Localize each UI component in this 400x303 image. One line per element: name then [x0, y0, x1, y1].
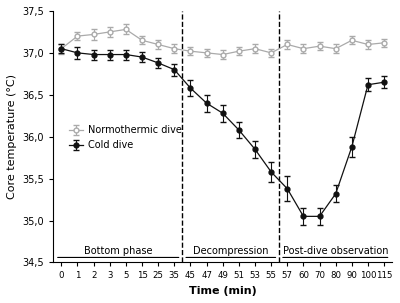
Text: Post-dive observation: Post-dive observation: [282, 246, 388, 256]
Text: Bottom phase: Bottom phase: [84, 246, 152, 256]
Legend: Normothermic dive, Cold dive: Normothermic dive, Cold dive: [65, 122, 186, 154]
X-axis label: Time (min): Time (min): [189, 286, 257, 296]
Text: Decompression: Decompression: [193, 246, 268, 256]
Y-axis label: Core temperature (°C): Core temperature (°C): [7, 74, 17, 199]
